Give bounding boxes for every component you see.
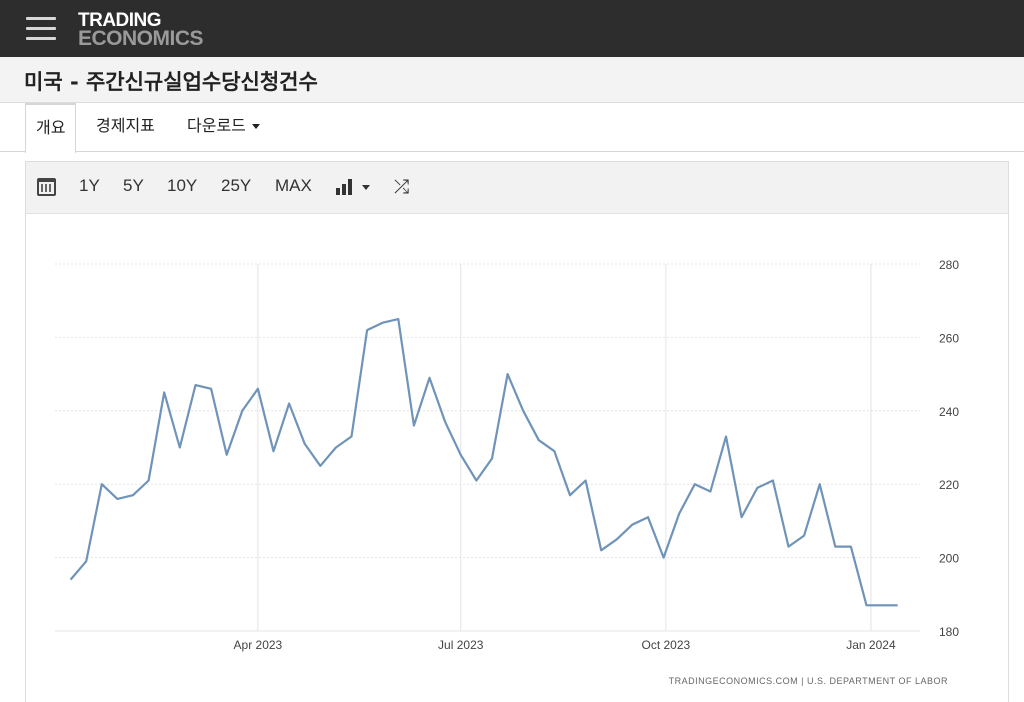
tab-overview[interactable]: 개요 [25, 103, 77, 153]
bar-chart-icon[interactable] [336, 179, 354, 195]
range-max-button[interactable]: MAX [275, 176, 312, 195]
tab-download[interactable]: 다운로드 [187, 103, 260, 152]
series-line [69, 318, 898, 607]
hamburger-menu-icon[interactable] [26, 17, 56, 41]
page-title: 미국 - 주간신규실업수당신청건수 [24, 70, 318, 94]
chart-toolbar: 1Y 5Y 10Y 25Y MAX ⤮ [26, 162, 1008, 214]
tab-indicators[interactable]: 경제지표 [96, 103, 155, 152]
calendar-icon[interactable] [37, 178, 56, 196]
y-tick-label: 200 [939, 552, 959, 566]
y-tick-label: 180 [939, 625, 959, 639]
range-25y-button[interactable]: 25Y [221, 176, 252, 195]
title-bar: 미국 - 주간신규실업수당신청건수 [0, 57, 1024, 103]
tab-download-label: 다운로드 [187, 116, 246, 135]
shuffle-icon[interactable]: ⤮ [394, 177, 410, 198]
tab-bar: 개요 경제지표 다운로드 [0, 103, 1024, 153]
chart-panel: 1Y 5Y 10Y 25Y MAX ⤮ [25, 161, 1009, 702]
range-1y-button[interactable]: 1Y [79, 176, 100, 195]
y-tick-label: 240 [939, 405, 959, 419]
chevron-down-icon [251, 124, 260, 129]
y-tick-label: 260 [939, 331, 959, 345]
x-tick-label: Jul 2023 [438, 638, 484, 652]
x-tick-label: Apr 2023 [234, 638, 283, 652]
trading-economics-logo[interactable]: TRADING ECONOMICS [78, 10, 204, 50]
logo-line1: TRADING [78, 10, 162, 31]
top-header: TRADING ECONOMICS [0, 0, 1024, 57]
chart-type-chevron-icon[interactable] [362, 185, 370, 190]
chart-source: TRADINGECONOMICS.COM | U.S. DEPARTMENT O… [669, 676, 948, 686]
tab-indicators-label: 경제지표 [96, 116, 155, 135]
x-tick-label: Jan 2024 [846, 638, 896, 652]
y-tick-label: 280 [939, 258, 959, 272]
logo-line2: ECONOMICS [78, 27, 204, 50]
y-tick-label: 220 [939, 478, 959, 492]
range-10y-button[interactable]: 10Y [167, 176, 198, 195]
range-5y-button[interactable]: 5Y [123, 176, 144, 195]
x-tick-label: Oct 2023 [641, 638, 690, 652]
tab-overview-label: 개요 [36, 118, 66, 137]
